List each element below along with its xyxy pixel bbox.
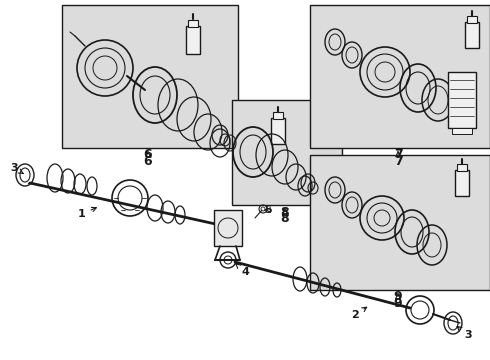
Text: 1: 1 [78, 207, 97, 219]
Text: 3: 3 [10, 163, 23, 174]
Text: 2: 2 [351, 307, 367, 320]
Bar [310, 5, 490, 148]
Bar [188, 20, 198, 27]
Bar [271, 118, 285, 144]
Bar [214, 210, 242, 246]
Text: 7: 7 [393, 155, 402, 168]
Bar [186, 26, 200, 54]
Text: 9: 9 [393, 291, 402, 303]
Text: 6: 6 [144, 155, 152, 168]
Text: 6: 6 [144, 148, 152, 162]
Bar [465, 22, 479, 48]
Bar [62, 5, 238, 148]
Bar [273, 112, 283, 119]
Bar [232, 100, 342, 205]
Bar [452, 128, 472, 134]
Text: 8: 8 [281, 212, 289, 225]
Bar [310, 155, 490, 290]
Text: 7: 7 [393, 148, 402, 162]
Text: 5: 5 [264, 205, 272, 215]
Text: 9: 9 [393, 297, 402, 310]
Text: 8: 8 [281, 206, 289, 219]
Bar [448, 72, 476, 128]
Bar [455, 170, 469, 196]
Text: 4: 4 [236, 264, 249, 277]
Text: 3: 3 [457, 327, 472, 340]
Bar [467, 16, 477, 23]
Bar [457, 164, 467, 171]
